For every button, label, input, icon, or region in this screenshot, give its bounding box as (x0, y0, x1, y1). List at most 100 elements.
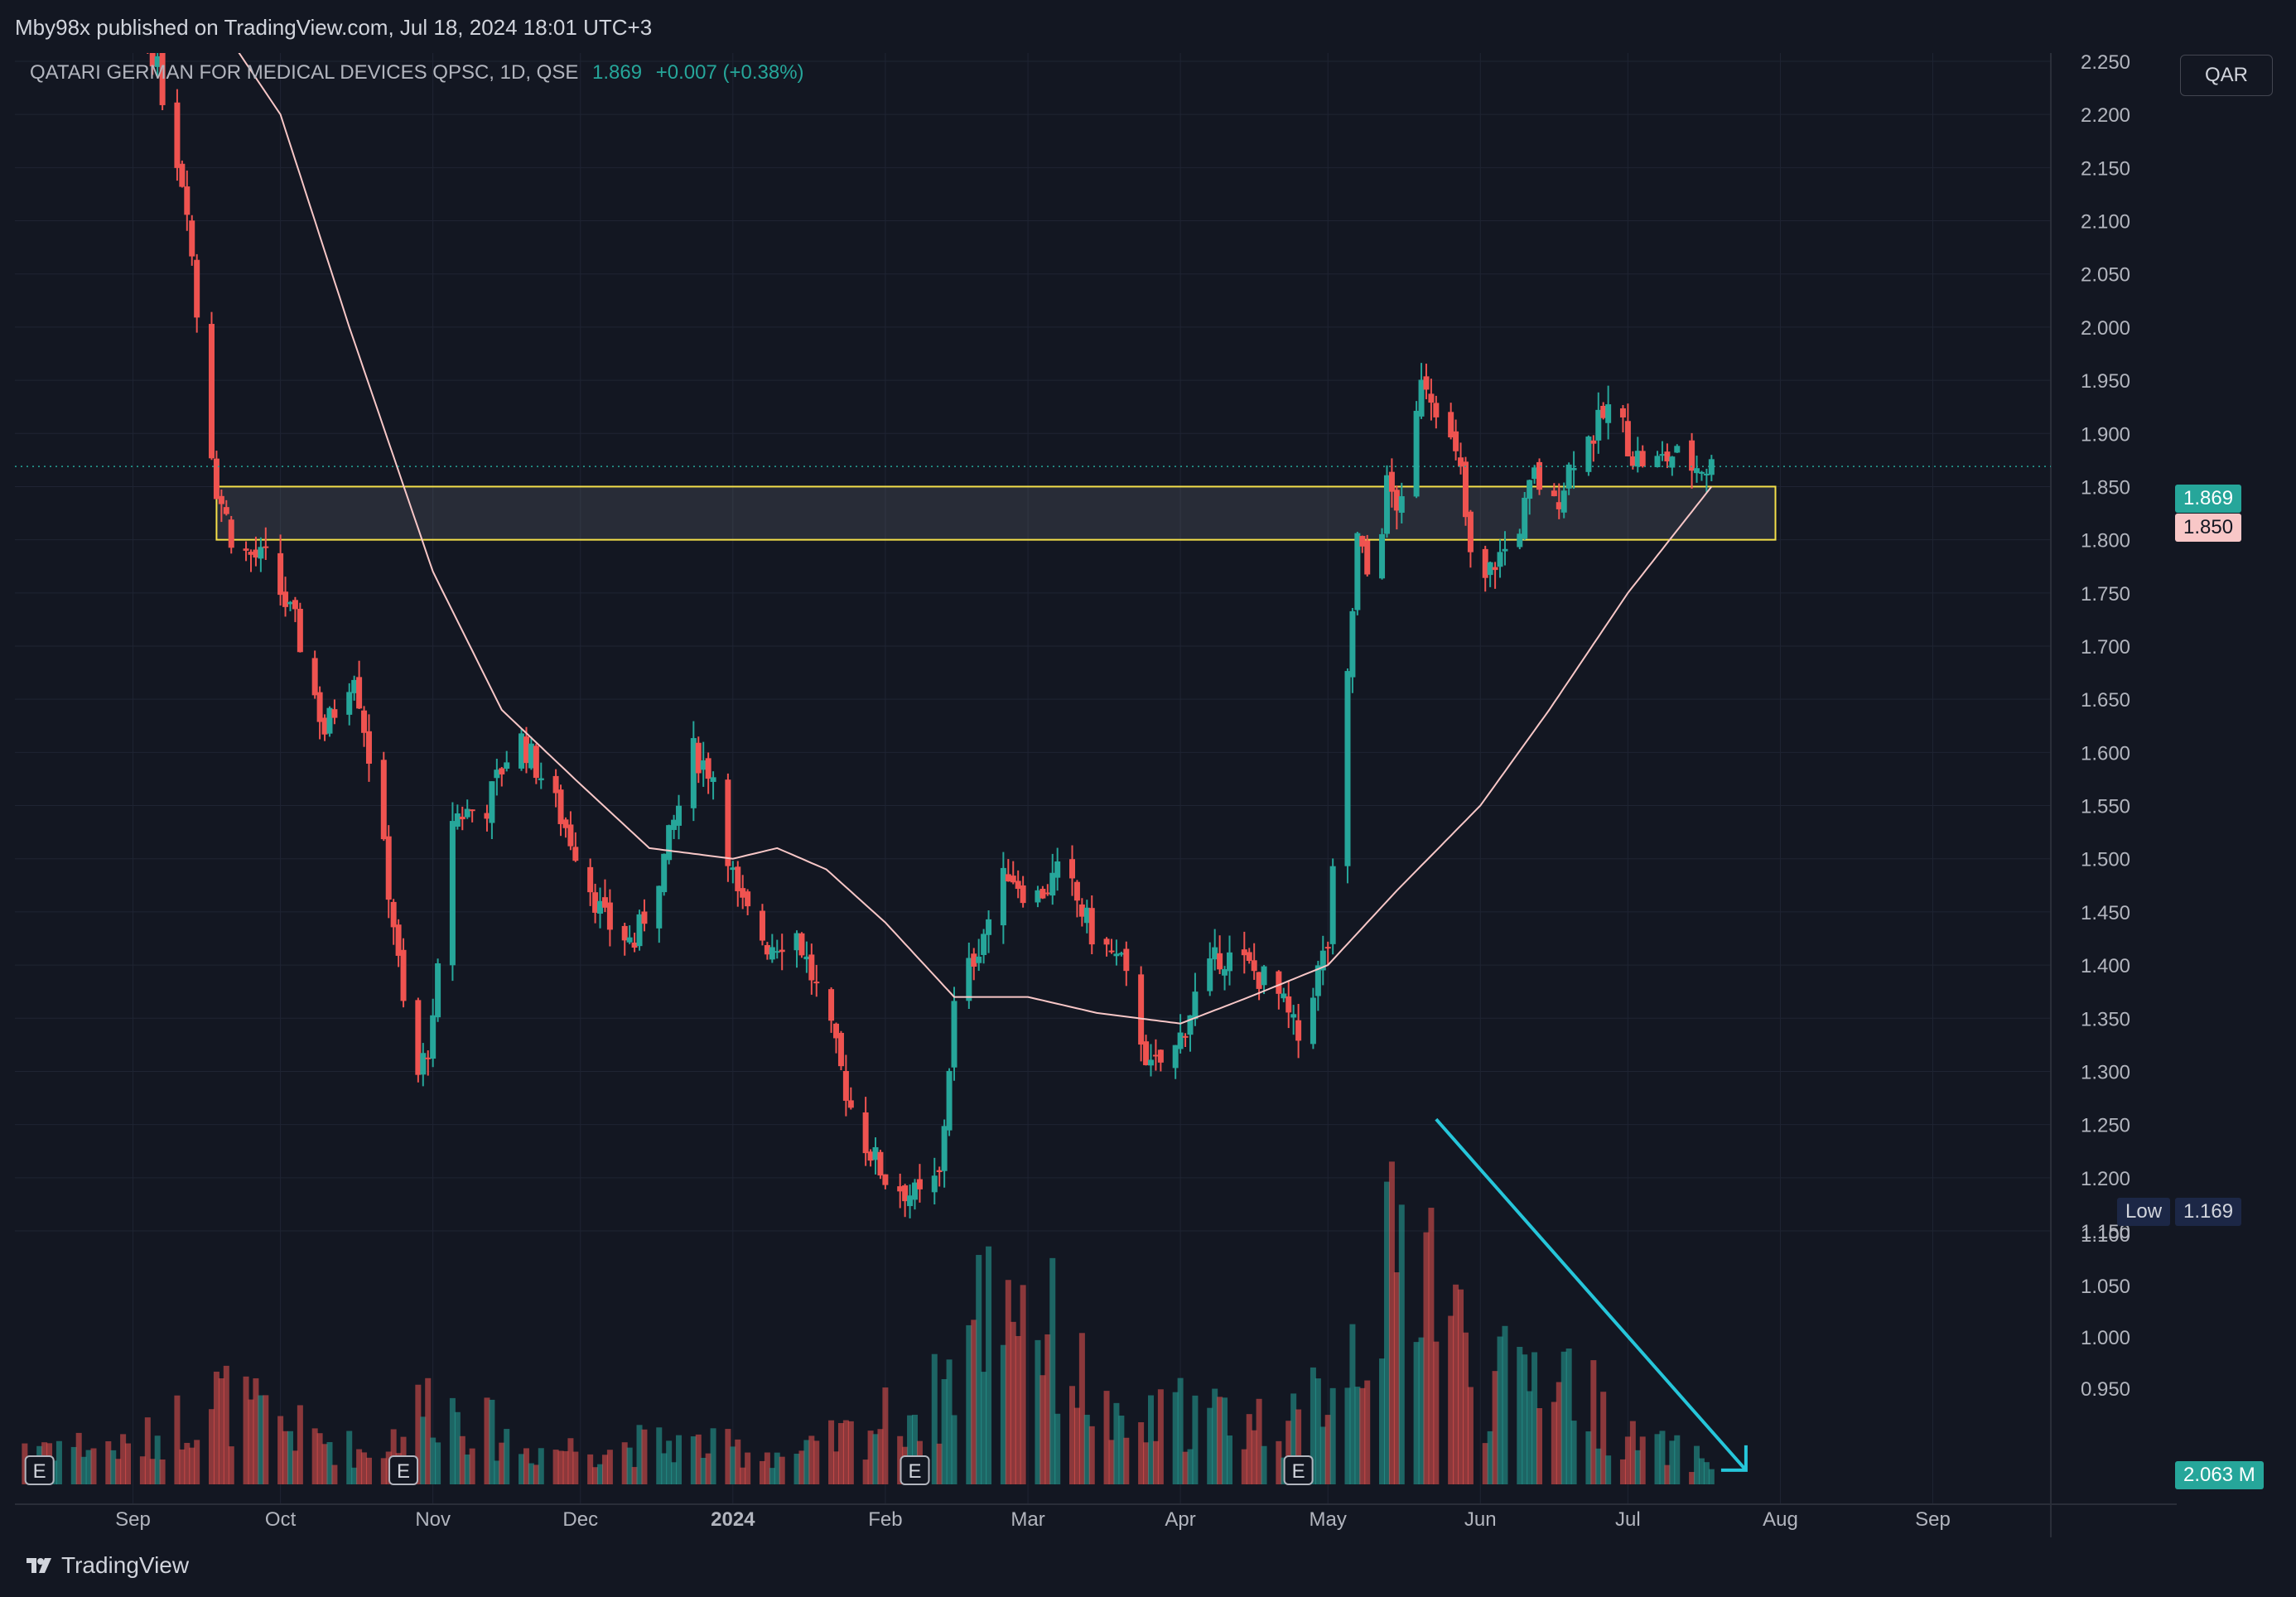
volume-bar (690, 1436, 697, 1484)
candle-body (793, 933, 800, 951)
candle-body (666, 825, 673, 861)
volume-bar (671, 1462, 678, 1484)
candle-body (966, 958, 972, 1001)
volume-bar (764, 1452, 770, 1484)
volume-bar (1418, 1337, 1425, 1484)
candle-body (1664, 451, 1671, 462)
candle-body (740, 888, 746, 898)
candle-body (277, 552, 284, 596)
candle-body (331, 709, 338, 718)
volume-bar (282, 1431, 289, 1484)
candle-body (395, 924, 402, 956)
candle-body (365, 731, 372, 764)
volume-bar (1157, 1389, 1164, 1484)
volume-bar (1393, 1271, 1400, 1484)
volume-bar (931, 1353, 938, 1484)
volume-bar (504, 1429, 510, 1484)
volume-tick-label: 1.000 (2081, 1327, 2130, 1349)
volume-bar (1319, 1426, 1326, 1484)
volume-bar (149, 1459, 156, 1484)
volume-bar (705, 1453, 711, 1484)
volume-bar (1605, 1455, 1612, 1484)
time-tick-label: Aug (1763, 1508, 1798, 1531)
volume-bar (90, 1448, 97, 1484)
earnings-marker: E (24, 1455, 55, 1485)
candle-body (1015, 881, 1021, 890)
volume-bar (139, 1456, 146, 1484)
candle-body (430, 1015, 437, 1059)
volume-bar (1049, 1257, 1056, 1484)
volume-bar (1207, 1407, 1213, 1484)
time-tick-label: Apr (1165, 1508, 1195, 1531)
candle-body (351, 679, 358, 693)
candle-body (297, 609, 303, 653)
candle-body (499, 768, 505, 774)
candle-body (1689, 440, 1695, 471)
volume-bar (533, 1464, 539, 1484)
volume-bar (946, 1359, 953, 1484)
candle-body (661, 853, 668, 893)
volume-bar (1324, 1415, 1331, 1484)
volume-bar (1458, 1289, 1464, 1484)
price-tick-label: 1.700 (2081, 636, 2130, 659)
candle-body (1492, 567, 1498, 571)
candle-body (1222, 969, 1228, 976)
candle-body (1044, 892, 1051, 895)
symbol-legend[interactable]: QATARI GERMAN FOR MEDICAL DEVICES QPSC, … (30, 61, 804, 84)
candle-body (149, 53, 156, 67)
candle-body (1654, 456, 1661, 468)
volume-bar (587, 1454, 594, 1484)
candle-body (311, 658, 318, 696)
volume-bar (710, 1428, 716, 1484)
candle-body (361, 710, 368, 733)
moving-average (238, 53, 1713, 1025)
candle-body (415, 1000, 422, 1075)
candle-body (941, 1126, 948, 1171)
volume-bar (1118, 1415, 1125, 1484)
candle-body (316, 692, 323, 722)
candle-body (798, 933, 805, 956)
volume-bar (125, 1443, 132, 1484)
candle-body (808, 954, 815, 981)
volume-bar (1527, 1391, 1533, 1484)
volume-bar (986, 1246, 992, 1484)
last-price-tag: 1.869 (2175, 485, 2242, 513)
candle-body (504, 762, 510, 770)
candle-body (287, 601, 293, 605)
candle-body (862, 1112, 869, 1154)
volume-bar (774, 1452, 780, 1484)
candle-body (1433, 403, 1440, 417)
volume-bar (361, 1452, 368, 1484)
candle-body (523, 736, 529, 764)
volume-bar (1634, 1450, 1641, 1484)
volume-bar (1314, 1378, 1321, 1484)
candle-body (572, 847, 579, 861)
volume-bar (1192, 1395, 1199, 1484)
volume-bar (740, 1467, 746, 1484)
candle-body (1088, 908, 1095, 945)
candle-body (897, 1186, 904, 1192)
time-tick-label: Nov (415, 1508, 451, 1531)
volume-bar (833, 1451, 840, 1484)
candle-body (1398, 496, 1405, 513)
volume-bar (572, 1451, 579, 1484)
volume-bar (1226, 1435, 1232, 1484)
last-price-value: 1.869 (592, 61, 643, 84)
candle-body (1010, 876, 1016, 883)
candle-body (1379, 533, 1386, 579)
volume-bar (1423, 1232, 1430, 1484)
price-tick-label: 2.200 (2081, 104, 2130, 127)
candle-body (1497, 552, 1503, 567)
candle-body (557, 789, 564, 824)
volume-bar (1565, 1348, 1572, 1484)
time-tick-label: Sep (115, 1508, 151, 1531)
candle-body (1634, 451, 1641, 467)
brand-footer[interactable]: TradingView (25, 1552, 189, 1579)
candle-body (454, 813, 461, 827)
currency-button[interactable]: QAR (2180, 55, 2273, 96)
candle-body (567, 824, 574, 847)
bottom-bar (0, 1537, 2296, 1597)
candle-body (847, 1100, 854, 1108)
